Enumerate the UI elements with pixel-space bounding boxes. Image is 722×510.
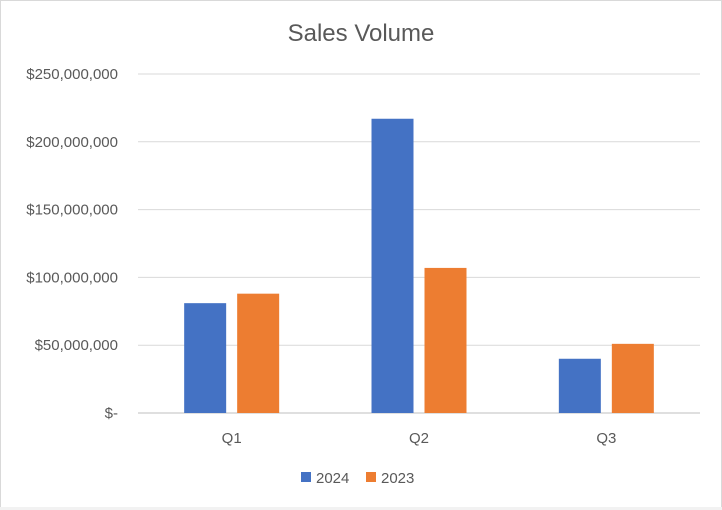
legend-swatch-2023	[366, 472, 376, 482]
bar-2023-Q2	[424, 267, 467, 413]
y-tick-label: $50,000,000	[35, 337, 118, 354]
legend-swatch-2024	[301, 472, 311, 482]
gridlines	[138, 73, 700, 414]
y-tick-label: $-	[105, 405, 118, 422]
y-tick-label: $200,000,000	[26, 134, 118, 151]
bar-2024-Q1	[184, 303, 227, 413]
bars	[184, 118, 654, 414]
bar-2024-Q3	[558, 358, 601, 413]
bar-2023-Q3	[611, 343, 654, 413]
x-tick-label: Q2	[409, 430, 429, 447]
x-tick-label: Q3	[596, 430, 616, 447]
bar-2024-Q2	[371, 118, 414, 414]
y-tick-label: $100,000,000	[26, 269, 118, 286]
legend-label-2023: 2023	[381, 470, 414, 487]
y-tick-label: $250,000,000	[26, 66, 118, 83]
x-tick-label: Q1	[222, 430, 242, 447]
legend: 2024 2023	[301, 470, 414, 487]
x-axis-tick-labels: Q1 Q2 Q3	[222, 430, 617, 447]
y-axis-tick-labels: $- $50,000,000 $100,000,000 $150,000,000 $20…	[26, 66, 118, 422]
chart-title: Sales Volume	[288, 20, 435, 47]
legend-label-2024: 2024	[316, 470, 349, 487]
bottom-strip	[0, 507, 722, 510]
bar-2023-Q1	[237, 293, 280, 413]
y-tick-label: $150,000,000	[26, 202, 118, 219]
